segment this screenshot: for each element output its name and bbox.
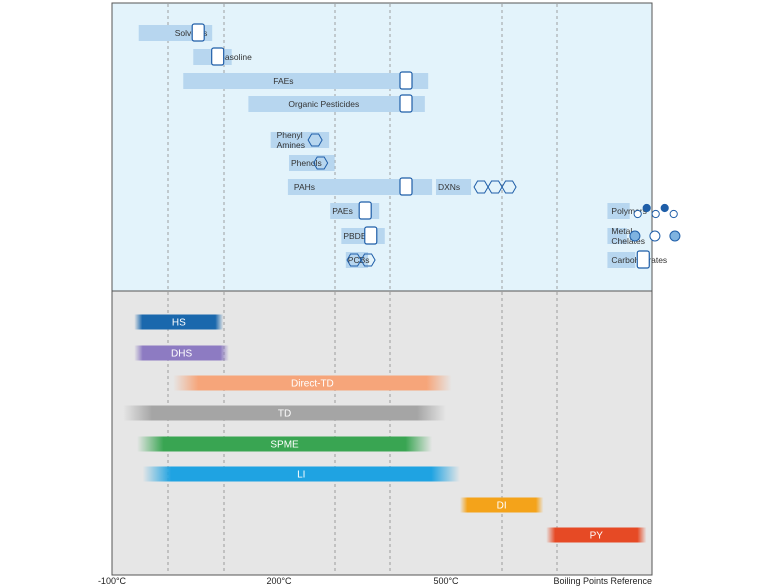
dioxin-structure-icon (473, 180, 517, 194)
compound-row: Gasoline (193, 47, 252, 66)
compounds-panel (111, 2, 653, 292)
technique-range-bar (134, 345, 229, 361)
technique-range-bar (137, 436, 433, 452)
compound-label: PCBs (348, 255, 370, 265)
fire-hazard-icon (364, 226, 378, 245)
wheat-icon (636, 250, 650, 269)
plastic-bottle-icon (358, 201, 372, 220)
compound-label: Chelates (611, 236, 645, 246)
compound-range-bar (435, 179, 472, 195)
x-tick-label: 500°C (433, 576, 459, 586)
biphenyl-structure-icon (346, 253, 376, 267)
technique-range-bar (173, 375, 452, 391)
technique-range-bar (142, 466, 460, 482)
compound-label: Gasoline (218, 52, 252, 62)
x-tick-label: -100°C (98, 576, 127, 586)
metal-chelate-icon (629, 230, 681, 242)
compound-range-bar (183, 73, 429, 89)
flame-icon (399, 177, 413, 196)
technique-range-bar (123, 405, 446, 421)
technique-bar-direct-td: Direct-TD (173, 375, 452, 391)
fuel-pump-icon (211, 47, 225, 66)
technique-label: PY (590, 531, 604, 542)
compound-label: Phenyl (277, 130, 303, 140)
compound-range-bar (607, 203, 630, 219)
technique-bar-spme: SPME (137, 436, 433, 452)
technique-range-bar (134, 314, 224, 330)
technique-label: DHS (171, 349, 192, 360)
technique-bar-li: LI (142, 466, 460, 482)
compound-row: PAEs (330, 201, 380, 220)
compound-row: PBDEs (341, 226, 385, 245)
compound-row: FAEs (183, 71, 429, 90)
compound-label: Polymers (611, 206, 646, 216)
bottle-icon (191, 23, 205, 42)
compound-label: Amines (277, 140, 305, 150)
compound-row: Phenols (289, 155, 335, 171)
compound-label: PBDEs (343, 231, 370, 241)
phenol-structure-icon (313, 156, 329, 170)
technique-bar-dhs: DHS (134, 345, 229, 361)
technique-label: Direct-TD (291, 379, 334, 390)
technique-label: LI (297, 470, 305, 481)
aniline-structure-icon (307, 133, 323, 147)
compound-row: PCBs (345, 252, 376, 268)
compound-range-bar (287, 179, 433, 195)
axis-caption: Boiling Points Reference (553, 576, 652, 586)
compound-range-bar (270, 132, 330, 148)
technique-label: DI (497, 501, 507, 512)
technique-label: TD (278, 409, 291, 420)
technique-bar-py: PY (546, 527, 647, 543)
oil-drop-icon (399, 71, 413, 90)
compound-label: DXNs (438, 182, 460, 192)
compound-range-bar (289, 155, 335, 171)
compound-label: Organic Pesticides (288, 99, 359, 109)
technique-range-bar (459, 497, 544, 513)
compound-label: Phenols (291, 158, 322, 168)
technique-bar-di: DI (459, 497, 544, 513)
compound-row: Solvents (138, 23, 213, 42)
compound-row: DXNs (435, 179, 517, 195)
technique-range-bar (546, 527, 647, 543)
compound-range-bar (607, 252, 636, 268)
technique-bar-hs: HS (134, 314, 224, 330)
compound-range-bar (248, 96, 425, 112)
compound-range-bar (345, 252, 369, 268)
x-tick-label: 200°C (266, 576, 292, 586)
technique-bar-td: TD (123, 405, 446, 421)
compound-row: Carbohydrates (607, 250, 667, 269)
compound-row: Polymers (607, 203, 678, 219)
compound-row: PAHs (287, 177, 433, 196)
pesticide-bottle-icon (399, 94, 413, 113)
compound-row: Organic Pesticides (248, 94, 425, 113)
compound-label: Metal (611, 226, 632, 236)
technique-label: HS (172, 318, 186, 329)
polymer-chain-icon (633, 203, 678, 219)
technique-label: SPME (270, 440, 299, 451)
compound-label: FAEs (273, 76, 293, 86)
compound-range-bar (607, 228, 627, 244)
compound-label: PAHs (294, 182, 315, 192)
compound-label: Solvents (175, 28, 208, 38)
compound-label: PAEs (332, 206, 353, 216)
